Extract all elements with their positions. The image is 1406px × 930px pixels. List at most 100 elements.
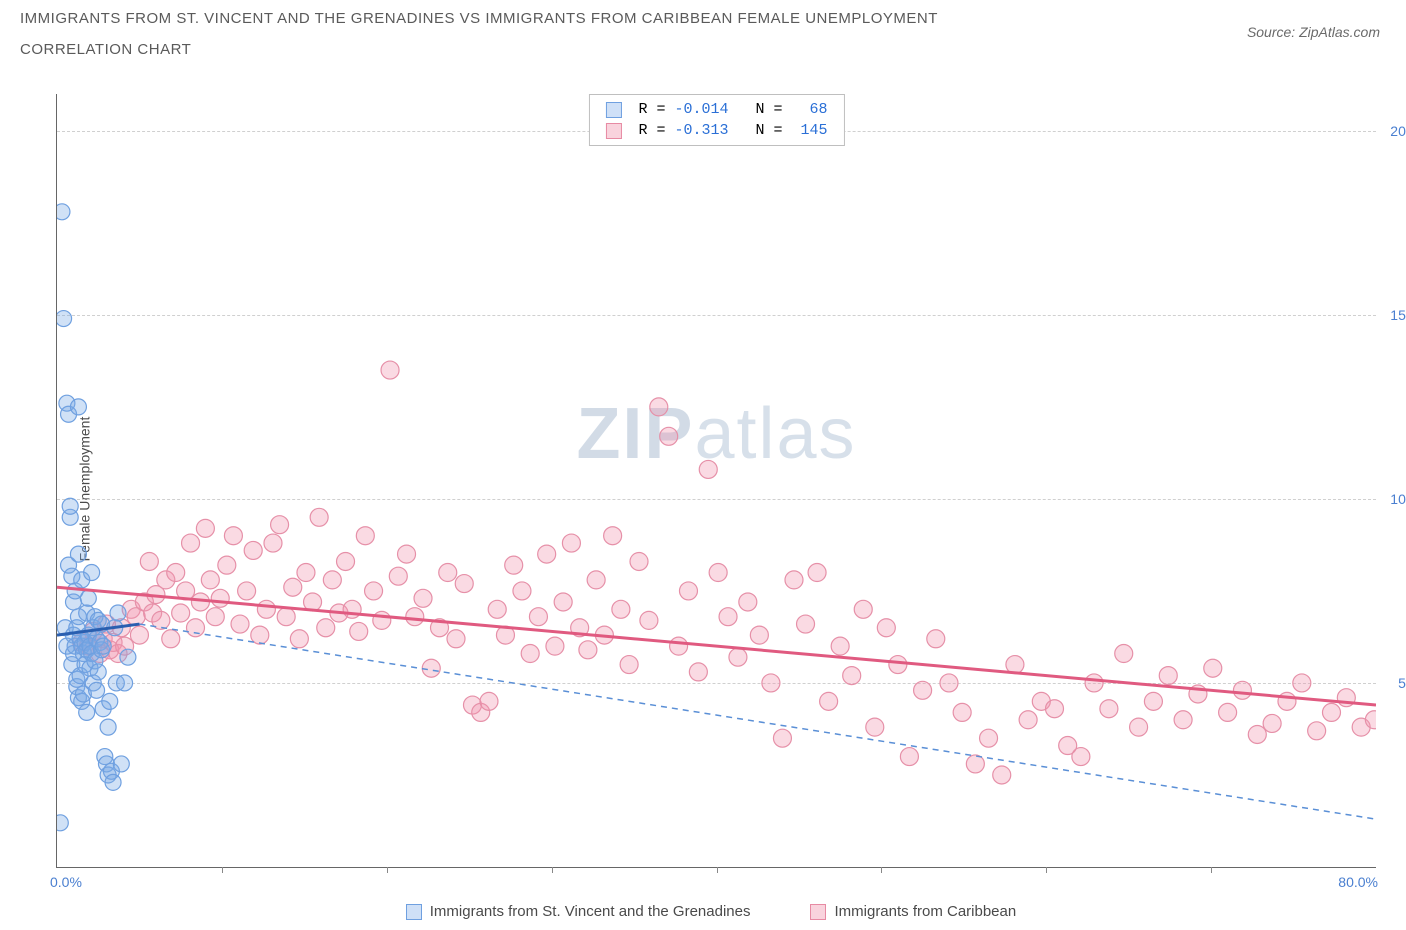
- data-point: [398, 545, 416, 563]
- data-point: [785, 571, 803, 589]
- data-point: [218, 556, 236, 574]
- data-point: [587, 571, 605, 589]
- data-point: [206, 608, 224, 626]
- data-point: [953, 703, 971, 721]
- stat-swatch: [605, 102, 621, 118]
- data-point: [900, 748, 918, 766]
- data-point: [1293, 674, 1311, 692]
- data-point: [140, 552, 158, 570]
- data-point: [350, 622, 368, 640]
- data-point: [496, 626, 514, 644]
- source-attribution: Source: ZipAtlas.com: [1247, 0, 1406, 40]
- data-point: [455, 575, 473, 593]
- data-point: [620, 656, 638, 674]
- data-point: [513, 582, 531, 600]
- data-point: [843, 667, 861, 685]
- x-tick: [881, 867, 882, 873]
- data-point: [201, 571, 219, 589]
- data-point: [831, 637, 849, 655]
- data-point: [297, 564, 315, 582]
- data-point: [62, 498, 78, 514]
- x-tick: [1211, 867, 1212, 873]
- data-point: [277, 608, 295, 626]
- data-point: [554, 593, 572, 611]
- y-tick-label: 5.0%: [1380, 675, 1406, 691]
- data-point: [630, 552, 648, 570]
- data-point: [914, 681, 932, 699]
- x-tick: [717, 867, 718, 873]
- data-point: [110, 605, 126, 621]
- data-point: [689, 663, 707, 681]
- data-point: [866, 718, 884, 736]
- data-point: [762, 674, 780, 692]
- data-point: [224, 527, 242, 545]
- data-point: [414, 589, 432, 607]
- data-point: [1072, 748, 1090, 766]
- data-point: [571, 619, 589, 637]
- data-point: [797, 615, 815, 633]
- data-point: [1159, 667, 1177, 685]
- data-point: [389, 567, 407, 585]
- series-legend: Immigrants from St. Vincent and the Gren…: [38, 903, 1384, 920]
- data-point: [650, 398, 668, 416]
- data-point: [177, 582, 195, 600]
- x-tick: [1046, 867, 1047, 873]
- plot-area: ZIPatlas R = -0.014 N = 68 R = -0.313 N …: [56, 94, 1376, 868]
- data-point: [100, 719, 116, 735]
- x-tick: [222, 867, 223, 873]
- data-point: [1204, 659, 1222, 677]
- data-point: [877, 619, 895, 637]
- data-point: [406, 608, 424, 626]
- data-point: [70, 546, 86, 562]
- data-point: [488, 600, 506, 618]
- data-point: [927, 630, 945, 648]
- data-point: [480, 692, 498, 710]
- data-point: [1322, 703, 1340, 721]
- data-point: [304, 593, 322, 611]
- stat-row: R = -0.313 N = 145: [605, 120, 827, 141]
- data-point: [1006, 656, 1024, 674]
- data-point: [107, 620, 123, 636]
- stat-swatch: [605, 123, 621, 139]
- data-point: [1174, 711, 1192, 729]
- legend-item: Immigrants from Caribbean: [810, 903, 1016, 920]
- data-point: [1115, 645, 1133, 663]
- data-point: [343, 600, 361, 618]
- data-point: [940, 674, 958, 692]
- data-point: [1130, 718, 1148, 736]
- data-point: [257, 600, 275, 618]
- data-point: [89, 682, 105, 698]
- legend-swatch: [406, 904, 422, 920]
- y-tick-label: 20.0%: [1380, 123, 1406, 139]
- data-point: [719, 608, 737, 626]
- data-point: [529, 608, 547, 626]
- data-point: [1085, 674, 1103, 692]
- data-point: [381, 361, 399, 379]
- data-point: [79, 704, 95, 720]
- x-axis-min-label: 0.0%: [50, 874, 82, 890]
- data-point: [660, 427, 678, 445]
- data-point: [1045, 700, 1063, 718]
- data-point: [1100, 700, 1118, 718]
- data-point: [1308, 722, 1326, 740]
- x-tick: [387, 867, 388, 873]
- data-point: [130, 626, 148, 644]
- chart-container: Female Unemployment ZIPatlas R = -0.014 …: [38, 82, 1384, 896]
- data-point: [80, 590, 96, 606]
- scatter-points-layer: [57, 94, 1376, 867]
- data-point: [57, 311, 72, 327]
- data-point: [1233, 681, 1251, 699]
- y-tick-label: 10.0%: [1380, 491, 1406, 507]
- data-point: [595, 626, 613, 644]
- data-point: [70, 399, 86, 415]
- data-point: [612, 600, 630, 618]
- data-point: [422, 659, 440, 677]
- data-point: [1263, 714, 1281, 732]
- data-point: [1337, 689, 1355, 707]
- data-point: [57, 204, 70, 220]
- data-point: [238, 582, 256, 600]
- data-point: [186, 619, 204, 637]
- data-point: [290, 630, 308, 648]
- data-point: [182, 534, 200, 552]
- data-point: [172, 604, 190, 622]
